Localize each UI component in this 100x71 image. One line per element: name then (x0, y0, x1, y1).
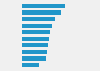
Bar (22, 10, 61, 15)
Bar (22, 56, 46, 60)
Bar (22, 4, 66, 8)
Bar (22, 30, 50, 34)
Bar (22, 43, 48, 47)
Bar (22, 37, 49, 41)
Bar (22, 63, 39, 67)
Bar (22, 24, 52, 28)
Bar (22, 50, 47, 54)
Bar (22, 17, 55, 21)
